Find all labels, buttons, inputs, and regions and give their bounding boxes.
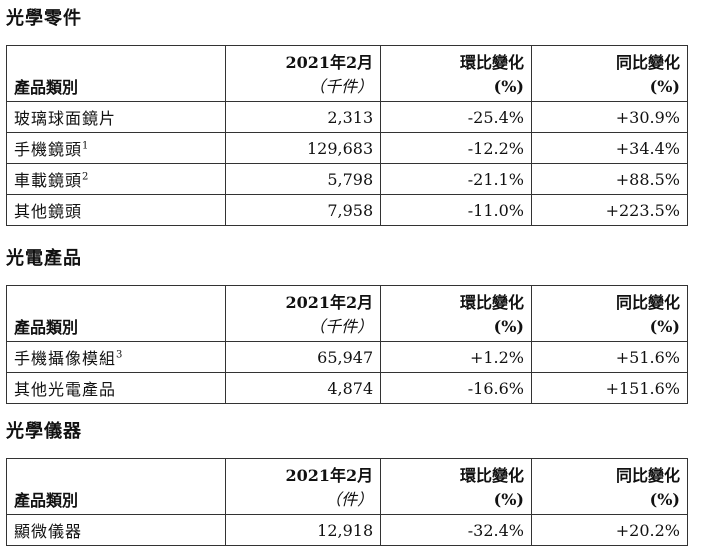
header-mom: 環比變化 (%) [380, 285, 532, 342]
header-mom-unit: (%) [493, 77, 524, 96]
cell-yoy: +51.6% [531, 341, 688, 373]
header-mom: 環比變化 (%) [380, 45, 532, 102]
category-label: 其他光電產品 [14, 380, 117, 399]
cell-mom: -21.1% [380, 163, 532, 195]
category-label: 玻璃球面鏡片 [14, 109, 117, 128]
table-row: 其他光電產品 4,874 -16.6% +151.6% [5, 372, 688, 404]
cell-category: 手機鏡頭1 [5, 132, 227, 164]
category-label: 手機攝像模組 [14, 349, 117, 368]
header-period-label: 2021年2月 [285, 53, 374, 72]
header-mom: 環比變化 (%) [380, 458, 532, 515]
cell-yoy: +88.5% [531, 163, 688, 195]
cell-mom: -11.0% [380, 194, 532, 226]
header-yoy-unit: (%) [649, 77, 680, 96]
category-label: 車載鏡頭 [14, 171, 83, 190]
table-row: 手機攝像模組3 65,947 +1.2% +51.6% [5, 341, 688, 373]
cell-mom: -12.2% [380, 132, 532, 164]
header-yoy-unit: (%) [649, 317, 680, 336]
footnote-marker: 3 [116, 349, 124, 361]
header-yoy: 同比變化 (%) [531, 285, 688, 342]
cell-category: 其他光電產品 [5, 372, 227, 404]
cell-yoy: +30.9% [531, 101, 688, 133]
table-row: 車載鏡頭2 5,798 -21.1% +88.5% [5, 163, 688, 195]
category-label: 顯微儀器 [14, 522, 83, 541]
cell-quantity: 12,918 [225, 514, 382, 546]
table-optoelectronic-products: 產品類別 2021年2月 （千件） 環比變化 (%) 同比變化 (%) 手機攝像… [5, 285, 688, 404]
table-header-row: 產品類別 2021年2月 （千件） 環比變化 (%) 同比變化 (%) [5, 45, 688, 102]
header-yoy-label: 同比變化 [615, 293, 680, 312]
header-category: 產品類別 [5, 458, 227, 515]
table-optical-components: 產品類別 2021年2月 （千件） 環比變化 (%) 同比變化 (%) 玻璃球面… [5, 45, 688, 226]
table-row: 手機鏡頭1 129,683 -12.2% +34.4% [5, 132, 688, 164]
header-yoy: 同比變化 (%) [531, 458, 688, 515]
header-unit: （千件） [309, 317, 374, 336]
cell-yoy: +20.2% [531, 514, 688, 546]
cell-quantity: 5,798 [225, 163, 382, 195]
section-title-optical-components: 光學零件 [6, 8, 82, 29]
table-optical-instruments: 產品類別 2021年2月 （件） 環比變化 (%) 同比變化 (%) 顯微儀器 … [5, 458, 688, 546]
table-row: 顯微儀器 12,918 -32.4% +20.2% [5, 514, 688, 546]
header-period-label: 2021年2月 [285, 466, 374, 485]
cell-category: 車載鏡頭2 [5, 163, 227, 195]
table-header-row: 產品類別 2021年2月 （件） 環比變化 (%) 同比變化 (%) [5, 458, 688, 515]
header-unit: （千件） [309, 77, 374, 96]
footnote-marker: 2 [82, 171, 90, 183]
cell-quantity: 129,683 [225, 132, 382, 164]
header-period: 2021年2月 （千件） [225, 285, 382, 342]
section-title-optoelectronic-products: 光電產品 [6, 248, 82, 269]
header-category: 產品類別 [5, 45, 227, 102]
header-mom-unit: (%) [493, 317, 524, 336]
header-period-label: 2021年2月 [285, 293, 374, 312]
category-label: 其他鏡頭 [14, 202, 83, 221]
cell-category: 玻璃球面鏡片 [5, 101, 227, 133]
table-row: 其他鏡頭 7,958 -11.0% +223.5% [5, 194, 688, 226]
cell-mom: -25.4% [380, 101, 532, 133]
header-yoy-label: 同比變化 [615, 466, 680, 485]
cell-category: 顯微儀器 [5, 514, 227, 546]
cell-quantity: 65,947 [225, 341, 382, 373]
section-title-optical-instruments: 光學儀器 [6, 421, 82, 442]
cell-category: 手機攝像模組3 [5, 341, 227, 373]
header-mom-unit: (%) [493, 490, 524, 509]
cell-quantity: 2,313 [225, 101, 382, 133]
cell-mom: +1.2% [380, 341, 532, 373]
cell-yoy: +223.5% [531, 194, 688, 226]
table-header-row: 產品類別 2021年2月 （千件） 環比變化 (%) 同比變化 (%) [5, 285, 688, 342]
cell-mom: -16.6% [380, 372, 532, 404]
header-category: 產品類別 [5, 285, 227, 342]
header-mom-label: 環比變化 [459, 53, 524, 72]
header-mom-label: 環比變化 [459, 466, 524, 485]
cell-mom: -32.4% [380, 514, 532, 546]
footnote-marker: 1 [82, 140, 90, 152]
header-mom-label: 環比變化 [459, 293, 524, 312]
header-yoy-unit: (%) [649, 490, 680, 509]
cell-category: 其他鏡頭 [5, 194, 227, 226]
cell-quantity: 7,958 [225, 194, 382, 226]
cell-quantity: 4,874 [225, 372, 382, 404]
header-yoy: 同比變化 (%) [531, 45, 688, 102]
category-label: 手機鏡頭 [14, 140, 83, 159]
cell-yoy: +151.6% [531, 372, 688, 404]
header-unit: （件） [325, 490, 374, 509]
header-yoy-label: 同比變化 [615, 53, 680, 72]
table-row: 玻璃球面鏡片 2,313 -25.4% +30.9% [5, 101, 688, 133]
header-period: 2021年2月 （千件） [225, 45, 382, 102]
header-period: 2021年2月 （件） [225, 458, 382, 515]
cell-yoy: +34.4% [531, 132, 688, 164]
